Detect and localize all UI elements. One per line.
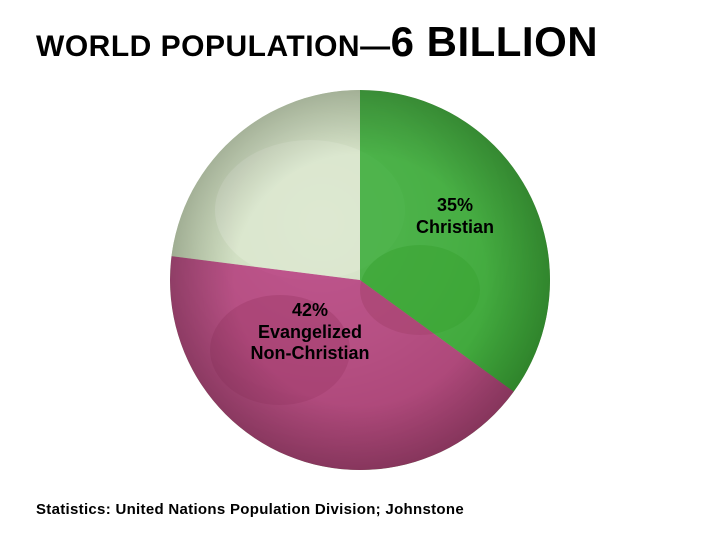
pie-svg <box>170 90 550 470</box>
label-christian-name: Christian <box>416 217 494 237</box>
label-enc-line2: Non-Christian <box>251 343 370 363</box>
pie-shading <box>170 90 550 470</box>
label-enc-line1: Evangelized <box>258 322 362 342</box>
label-enc-pct: 42% <box>292 300 328 320</box>
label-christian-pct: 35% <box>437 195 473 215</box>
slide-title: WORLD POPULATION—6 BILLION <box>36 18 700 66</box>
title-prefix: WORLD POPULATION— <box>36 30 391 63</box>
title-emphasis: 6 BILLION <box>391 18 599 65</box>
pie-chart: 35% Christian 42% Evangelized Non-Christ… <box>170 90 550 470</box>
slide-root: WORLD POPULATION—6 BILLION <box>0 0 720 540</box>
statistics-source: Statistics: United Nations Population Di… <box>36 501 464 518</box>
label-evangelized-nonchristian: 42% Evangelized Non-Christian <box>225 300 395 365</box>
label-christian: 35% Christian <box>395 195 515 238</box>
